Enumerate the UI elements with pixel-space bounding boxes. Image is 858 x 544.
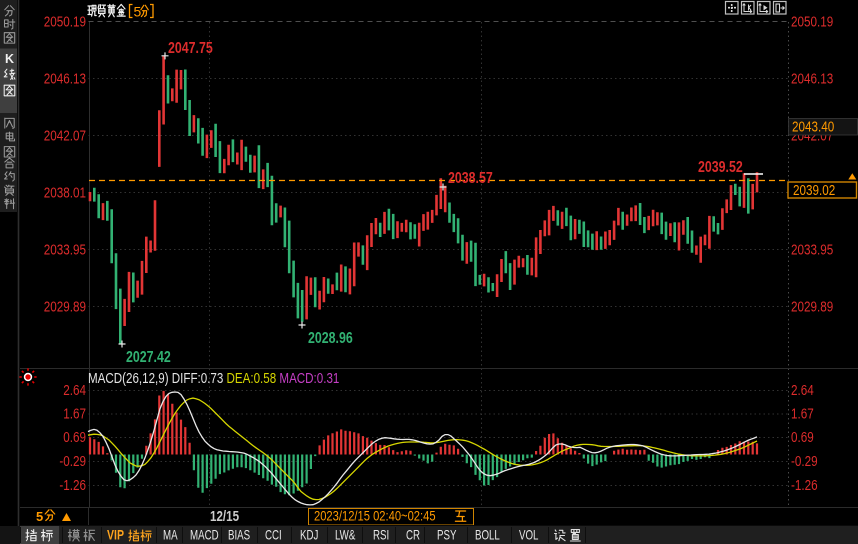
svg-text:2033.95: 2033.95 [791,241,833,258]
svg-text:12/15: 12/15 [210,508,239,525]
svg-text:2050.19: 2050.19 [44,13,86,30]
svg-text:2050.19: 2050.19 [791,13,833,30]
svg-text:K: K [5,52,14,66]
svg-text:MACD(26,12,9) DIFF:0.73 DEA:: MACD(26,12,9) DIFF:0.73 DEA:0.58 MACD:0.… [88,370,339,387]
svg-text:VOL: VOL [519,528,539,543]
svg-text:CR: CR [406,528,420,543]
svg-text:2.64: 2.64 [791,381,814,398]
svg-text:2038.01: 2038.01 [44,184,86,201]
svg-text:-0.29: -0.29 [791,452,818,469]
svg-text:CCI: CCI [265,528,282,543]
svg-text:-1.26: -1.26 [791,476,818,493]
svg-text:2029.89: 2029.89 [44,298,86,315]
svg-text:0.69: 0.69 [63,428,86,445]
svg-text:2046.13: 2046.13 [791,70,833,87]
svg-text:BOLL: BOLL [475,528,500,543]
svg-text:2023/12/15 02:40~02:45: 2023/12/15 02:40~02:45 [314,508,436,523]
svg-text:2046.13: 2046.13 [44,70,86,87]
svg-text:2039.52: 2039.52 [698,158,743,176]
svg-text:5: 5 [36,509,43,524]
svg-text:2029.89: 2029.89 [791,298,833,315]
svg-text:-1.26: -1.26 [59,476,86,493]
svg-text:2028.96: 2028.96 [308,329,353,347]
svg-text:RSI: RSI [373,528,389,543]
svg-text:2043.40: 2043.40 [792,118,834,135]
svg-text:2.64: 2.64 [63,381,86,398]
svg-text:PSY: PSY [437,528,457,543]
svg-text:KDJ: KDJ [300,528,318,543]
svg-text:2038.57: 2038.57 [448,169,493,187]
svg-text:2039.02: 2039.02 [793,182,835,199]
svg-text:2033.95: 2033.95 [44,241,86,258]
svg-text:1.67: 1.67 [791,405,814,422]
svg-text:5: 5 [134,4,142,20]
svg-text:MACD: MACD [190,528,219,543]
svg-text:1.67: 1.67 [63,405,86,422]
svg-text:-0.29: -0.29 [59,452,86,469]
svg-text:2027.42: 2027.42 [126,348,171,366]
svg-text:BIAS: BIAS [228,528,250,543]
svg-text:0.69: 0.69 [791,428,814,445]
svg-text:LW&: LW& [335,528,355,543]
svg-text:2047.75: 2047.75 [168,39,213,57]
svg-text:MA: MA [163,528,178,543]
svg-text:2042.07: 2042.07 [44,127,86,144]
svg-text:VIP: VIP [107,527,124,543]
